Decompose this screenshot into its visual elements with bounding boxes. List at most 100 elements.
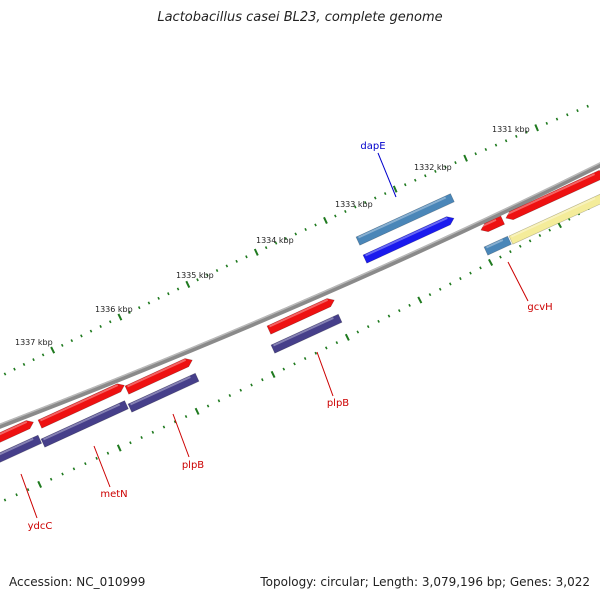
minor-tick bbox=[15, 493, 18, 497]
minor-tick bbox=[206, 273, 209, 277]
minor-tick bbox=[448, 282, 452, 286]
minor-tick bbox=[494, 143, 498, 147]
minor-tick bbox=[95, 456, 98, 460]
minor-tick bbox=[366, 325, 370, 329]
major-tick bbox=[185, 280, 191, 289]
minor-tick bbox=[545, 121, 549, 125]
minor-tick bbox=[239, 388, 243, 392]
minor-tick bbox=[479, 266, 482, 270]
minor-tick bbox=[515, 134, 518, 138]
minor-tick bbox=[49, 477, 53, 481]
minor-tick bbox=[373, 196, 377, 200]
minor-tick bbox=[586, 104, 589, 108]
gene-label: gcvH bbox=[527, 302, 552, 313]
minor-tick bbox=[293, 362, 296, 366]
minor-tick bbox=[206, 404, 210, 408]
minor-tick bbox=[294, 232, 298, 236]
major-tick bbox=[463, 154, 468, 162]
gene-forward bbox=[124, 358, 193, 395]
kbp-labels: 1331 kbp 1332 kbp 1333 kbp 1334 kbp 1335 kbp… bbox=[15, 125, 530, 347]
gene-shine bbox=[0, 437, 34, 456]
minor-tick bbox=[89, 329, 93, 333]
minor-tick bbox=[428, 293, 432, 297]
minor-tick bbox=[176, 287, 180, 291]
minor-tick bbox=[129, 441, 132, 445]
minor-tick bbox=[548, 228, 552, 232]
gene-labels: dapE gcvH plpB plpB metN ydcC bbox=[28, 141, 553, 532]
minor-tick bbox=[261, 378, 264, 382]
major-tick bbox=[270, 370, 276, 379]
minor-tick bbox=[474, 152, 477, 156]
minor-tick bbox=[250, 383, 253, 387]
minor-tick bbox=[106, 451, 110, 455]
major-tick bbox=[117, 313, 123, 321]
minor-tick bbox=[566, 113, 569, 117]
minor-tick bbox=[217, 399, 221, 403]
major-tick bbox=[417, 296, 423, 304]
minor-tick bbox=[274, 241, 278, 245]
minor-tick bbox=[147, 301, 151, 305]
gene-shine bbox=[364, 217, 448, 257]
major-tick bbox=[50, 346, 56, 354]
minor-tick bbox=[469, 271, 472, 275]
minor-tick bbox=[3, 372, 7, 376]
gene-shine bbox=[272, 317, 334, 347]
minor-tick bbox=[413, 178, 417, 182]
minor-tick bbox=[173, 420, 177, 424]
minor-tick bbox=[151, 430, 155, 434]
major-tick bbox=[392, 185, 398, 193]
minor-tick bbox=[353, 205, 357, 209]
minor-tick bbox=[509, 250, 512, 254]
minor-tick bbox=[32, 358, 35, 362]
minor-tick bbox=[356, 330, 360, 334]
minor-tick bbox=[215, 269, 219, 273]
minor-tick bbox=[438, 287, 442, 291]
kbp-label: 1334 kbp bbox=[256, 236, 294, 245]
minor-tick bbox=[137, 306, 141, 310]
page-title: Lactobacillus casei BL23, complete genom… bbox=[157, 10, 443, 25]
gene-label: plpB bbox=[182, 460, 204, 471]
gene-shine bbox=[485, 239, 504, 249]
gene-shine bbox=[357, 196, 447, 239]
gene-dapE-upper bbox=[355, 193, 455, 246]
gene-label: ydcC bbox=[28, 521, 53, 532]
major-tick bbox=[37, 480, 43, 489]
minor-tick bbox=[26, 488, 30, 492]
major-tick bbox=[116, 444, 122, 452]
gene-shine bbox=[480, 218, 497, 228]
minor-tick bbox=[167, 292, 170, 296]
minor-tick bbox=[387, 314, 391, 318]
minor-tick bbox=[84, 462, 87, 466]
label-leader bbox=[20, 473, 38, 519]
label-leader bbox=[172, 413, 190, 458]
gene-shine bbox=[129, 376, 191, 406]
gene-label: metN bbox=[100, 489, 127, 500]
gene-reverse bbox=[270, 313, 343, 354]
gene-forward bbox=[505, 169, 600, 221]
gene-forward bbox=[0, 420, 34, 443]
accession-text: Accession: NC_010999 bbox=[9, 575, 146, 589]
minor-tick bbox=[225, 264, 229, 268]
minor-tick bbox=[284, 237, 288, 241]
minor-tick bbox=[304, 227, 307, 232]
kbp-label: 1335 kbp bbox=[176, 271, 214, 280]
kbp-label: 1332 kbp bbox=[414, 163, 452, 172]
kbp-label: 1331 kbp bbox=[492, 125, 530, 134]
minor-tick bbox=[22, 362, 26, 366]
minor-tick bbox=[335, 341, 339, 345]
minor-tick bbox=[397, 309, 401, 313]
gene-shine bbox=[39, 384, 119, 422]
label-leaders bbox=[20, 152, 529, 519]
gene-reverse bbox=[40, 400, 129, 448]
kbp-label: 1337 kbp bbox=[15, 338, 53, 347]
kbp-label: 1333 kbp bbox=[335, 200, 373, 209]
major-tick bbox=[323, 216, 328, 225]
minor-tick bbox=[434, 169, 437, 173]
minor-tick bbox=[454, 161, 457, 165]
minor-tick bbox=[60, 343, 64, 347]
gene-shine bbox=[268, 298, 329, 328]
gene-forward bbox=[480, 215, 505, 233]
minor-tick bbox=[334, 214, 337, 218]
major-tick bbox=[194, 407, 200, 415]
major-tick bbox=[534, 124, 539, 132]
